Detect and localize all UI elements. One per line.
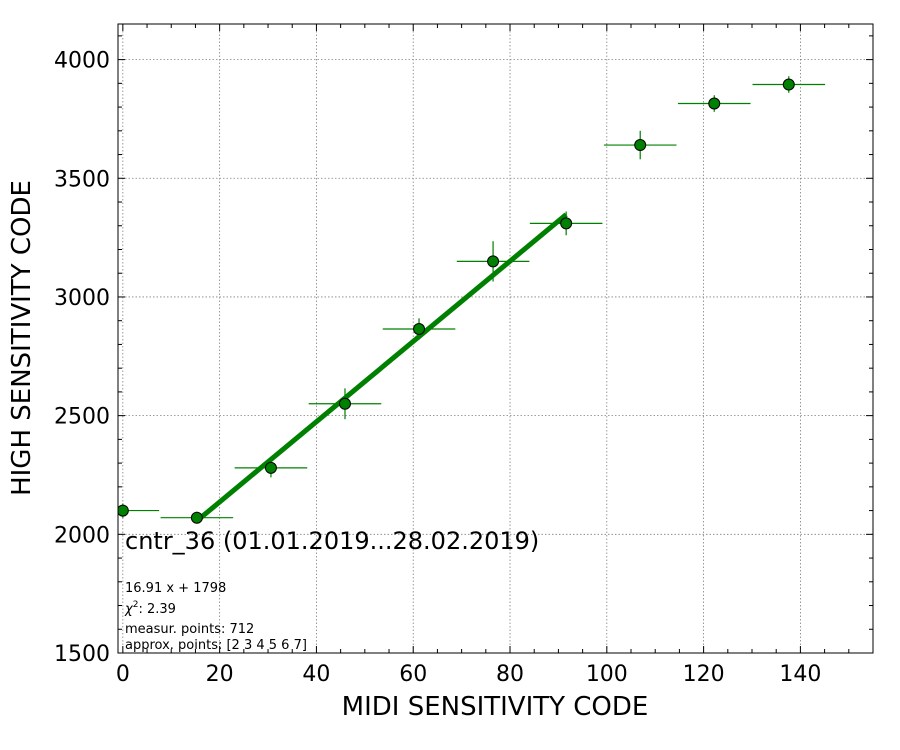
data-point [190, 511, 203, 524]
data-point [634, 139, 647, 152]
data-point [413, 323, 426, 336]
grid [118, 24, 873, 654]
data-point [487, 255, 500, 268]
y-tick-label: 1500 [54, 642, 110, 667]
points-layer [118, 76, 826, 524]
x-tick-label: 60 [399, 662, 427, 687]
y-tick-label: 4000 [54, 49, 110, 74]
data-point [560, 217, 573, 230]
annotation-title: cntr_36 (01.01.2019...28.02.2019) [125, 527, 539, 555]
annotation-approx-points: approx. points: [2 3 4 5 6 7] [125, 638, 307, 653]
x-tick-label: 0 [116, 662, 130, 687]
y-tick-label: 2000 [54, 523, 110, 548]
annotation-chi2: χ2: 2.39 [124, 600, 176, 617]
data-point [264, 461, 277, 474]
fit-layer [195, 212, 568, 523]
x-tick-label: 140 [779, 662, 821, 687]
y-tick-label: 3000 [54, 286, 110, 311]
annotation-measur-points: measur. points: 712 [125, 622, 254, 637]
fit-line [195, 212, 568, 523]
annotation-chi2-value: 2.39 [147, 602, 176, 617]
data-point [708, 97, 721, 110]
plot-frame [117, 23, 874, 654]
data-point [118, 504, 129, 517]
x-tick-label: 40 [302, 662, 330, 687]
x-axis-title: MIDI SENSITIVITY CODE [342, 692, 649, 722]
y-tick-label: 2500 [54, 405, 110, 430]
x-tick-label: 120 [683, 662, 725, 687]
data-point [782, 78, 795, 91]
y-tick-label: 3500 [54, 167, 110, 192]
minor-ticks [118, 24, 873, 653]
x-tick-label: 20 [206, 662, 234, 687]
y-axis-title: HIGH SENSITIVITY CODE [7, 180, 37, 496]
x-tick-label: 100 [586, 662, 628, 687]
tick-labels: 0 20 40 60 80 100 120 140 1500 2000 2500 3000 3500 40… [54, 49, 821, 687]
annotation-equation: 16.91 x + 1798 [125, 581, 226, 596]
data-point [338, 397, 351, 410]
x-tick-label: 80 [496, 662, 524, 687]
major-ticks [118, 24, 873, 654]
